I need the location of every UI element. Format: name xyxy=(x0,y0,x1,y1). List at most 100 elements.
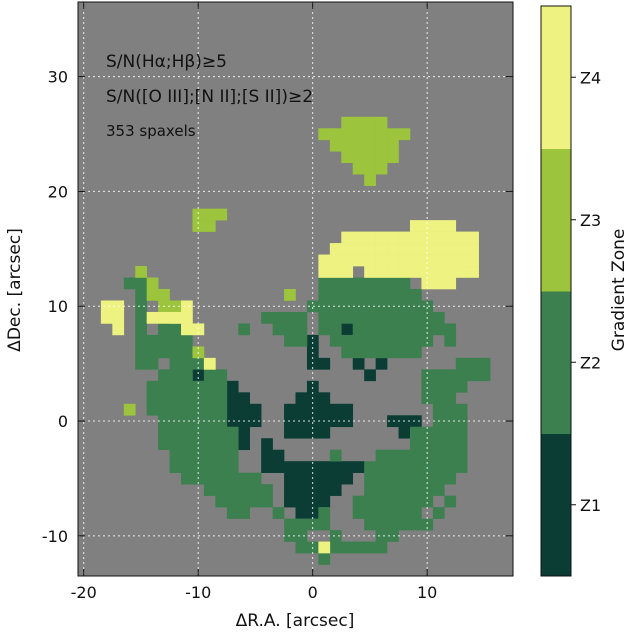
spaxel-z1 xyxy=(306,415,319,428)
spaxel-z2 xyxy=(352,334,365,347)
spaxel-z2 xyxy=(169,334,182,347)
spaxel-z2 xyxy=(432,461,445,473)
spaxel-z4 xyxy=(112,323,125,336)
spaxel-z2 xyxy=(135,334,147,347)
spaxel-z1 xyxy=(226,392,239,405)
spaxel-z2 xyxy=(203,392,216,405)
spaxel-z2 xyxy=(181,461,193,473)
spaxel-z1 xyxy=(226,403,239,416)
spaxel-z2 xyxy=(215,415,228,428)
spaxel-z3 xyxy=(364,162,376,175)
spaxel-z2 xyxy=(409,518,422,531)
spaxel-z2 xyxy=(238,323,251,336)
spaxel-z4 xyxy=(341,266,354,278)
spaxel-z4 xyxy=(100,300,113,313)
spaxel-z2 xyxy=(329,449,342,462)
spaxel-z4 xyxy=(421,254,434,267)
spaxel-z2 xyxy=(387,277,399,290)
spaxel-z4 xyxy=(329,266,342,278)
spaxel-z2 xyxy=(181,346,193,359)
spaxel-z3 xyxy=(341,151,354,164)
spaxel-z4 xyxy=(329,243,342,255)
spaxel-z2 xyxy=(387,495,399,508)
spaxel-z2 xyxy=(421,380,434,393)
spaxel-z3 xyxy=(375,128,388,141)
spaxel-z2 xyxy=(295,541,308,554)
spaxel-z2 xyxy=(387,484,399,496)
spaxel-z4 xyxy=(444,220,457,232)
spaxel-z2 xyxy=(158,323,170,336)
spaxel-z2 xyxy=(375,346,388,359)
spaxel-z2 xyxy=(169,438,182,451)
spaxel-z2 xyxy=(421,334,434,347)
spaxel-z3 xyxy=(203,220,216,232)
spaxel-z2 xyxy=(226,438,239,451)
spaxel-z4 xyxy=(467,243,479,255)
spaxel-z4 xyxy=(409,231,422,244)
spaxel-z4 xyxy=(455,254,468,267)
colorbar-segment-z3 xyxy=(541,148,571,292)
spaxel-z4 xyxy=(409,266,422,278)
spaxel-z2 xyxy=(409,300,422,313)
spaxel-z2 xyxy=(364,346,376,359)
spaxel-z2 xyxy=(421,518,434,531)
spaxel-z2 xyxy=(238,507,251,519)
spaxel-z3 xyxy=(203,208,216,221)
spaxel-z1 xyxy=(329,403,342,416)
spaxel-z4 xyxy=(352,243,365,255)
spaxel-z2 xyxy=(352,495,365,508)
spaxel-z1 xyxy=(261,449,273,462)
spaxel-z2 xyxy=(249,484,262,496)
x-tick-label: 0 xyxy=(308,583,318,602)
y-tick-label: 0 xyxy=(58,412,68,431)
spaxel-z2 xyxy=(421,369,434,382)
spaxel-z3 xyxy=(364,139,376,152)
spaxel-z4 xyxy=(318,266,331,278)
spaxel-z2 xyxy=(135,357,147,370)
spaxel-z2 xyxy=(169,403,182,416)
spaxel-z2 xyxy=(352,346,365,359)
spaxel-z1 xyxy=(238,438,251,451)
spaxel-z2 xyxy=(364,507,376,519)
spaxel-z4 xyxy=(375,254,388,267)
spaxel-z2 xyxy=(226,484,239,496)
spaxel-z1 xyxy=(272,449,285,462)
spaxel-z3 xyxy=(135,266,147,278)
spaxel-z4 xyxy=(341,243,354,255)
spaxel-z2 xyxy=(455,438,468,451)
spaxel-z2 xyxy=(169,415,182,428)
spaxel-z3 xyxy=(341,116,354,129)
spaxel-z2 xyxy=(203,369,216,382)
spaxel-z4 xyxy=(455,231,468,244)
spaxel-z2 xyxy=(375,277,388,290)
x-axis-label: ΔR.A. [arcsec] xyxy=(236,611,355,631)
spaxel-z2 xyxy=(146,357,159,370)
spaxel-z2 xyxy=(295,323,308,336)
spaxel-z2 xyxy=(432,426,445,439)
spaxel-z2 xyxy=(387,518,399,531)
spaxel-z2 xyxy=(421,484,434,496)
spaxel-z2 xyxy=(398,323,411,336)
spaxel-z4 xyxy=(444,231,457,244)
spaxel-z2 xyxy=(387,507,399,519)
spaxel-z2 xyxy=(387,461,399,473)
x-tick-label: -20 xyxy=(71,583,97,602)
spaxel-z1 xyxy=(295,507,308,519)
spaxel-z2 xyxy=(181,415,193,428)
spaxel-z2 xyxy=(432,323,445,336)
spaxel-z3 xyxy=(123,403,136,416)
spaxel-z2 xyxy=(352,311,365,324)
spaxel-z2 xyxy=(409,426,422,439)
spaxel-z2 xyxy=(329,530,342,542)
spaxel-z3 xyxy=(341,128,354,141)
spaxel-z4 xyxy=(181,311,193,324)
spaxel-z4 xyxy=(375,266,388,278)
spaxel-z2 xyxy=(467,357,479,370)
spaxel-z1 xyxy=(387,415,399,428)
spaxel-z2 xyxy=(364,277,376,290)
spaxel-z2 xyxy=(169,449,182,462)
spaxel-z2 xyxy=(352,507,365,519)
spaxel-z4 xyxy=(421,220,434,232)
spaxel-z2 xyxy=(478,357,491,370)
spaxel-z2 xyxy=(158,426,170,439)
